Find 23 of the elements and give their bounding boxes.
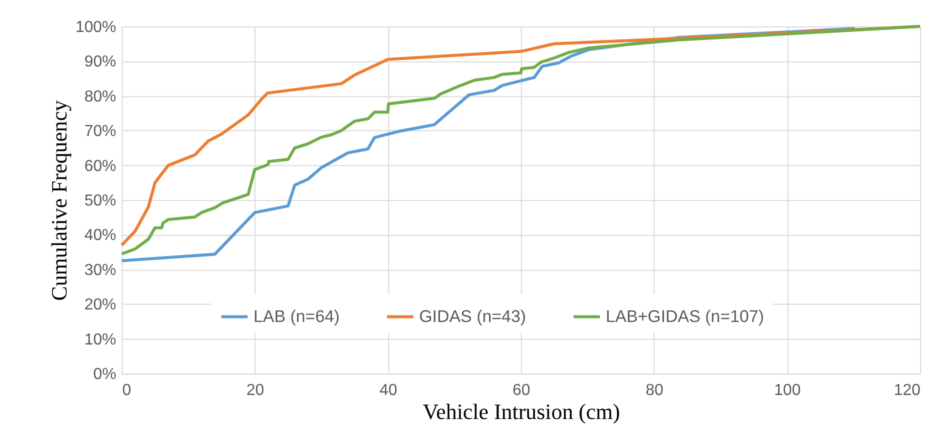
y-tick-label: 20% — [84, 296, 116, 314]
legend-label: LAB+GIDAS (n=107) — [606, 306, 764, 326]
y-tick-label: 30% — [84, 262, 116, 279]
x-tick-label: 100 — [774, 382, 801, 400]
y-tick-label: 10% — [84, 331, 116, 348]
x-tick-label: 40 — [379, 382, 398, 400]
x-tick-label: 20 — [246, 382, 264, 400]
x-tick-label: 60 — [512, 382, 530, 400]
y-tick-label: 40% — [84, 227, 116, 244]
x-tick-label: 0 — [122, 382, 132, 400]
y-axis-title: Cumulative Frequency — [46, 100, 72, 301]
y-tick-label: 80% — [84, 88, 116, 106]
legend-label: GIDAS (n=43) — [419, 306, 526, 326]
y-tick-label: 70% — [84, 123, 116, 140]
y-tick-label: 100% — [75, 18, 116, 36]
x-axis-title: Vehicle Intrusion (cm) — [422, 399, 620, 424]
y-tick-label: 90% — [84, 54, 116, 71]
legend-label: LAB (n=64) — [253, 306, 340, 326]
y-tick-label: 60% — [84, 158, 116, 175]
y-tick-label: 50% — [84, 192, 116, 210]
y-tick-label: 0% — [93, 366, 116, 384]
x-tick-label: 80 — [646, 382, 664, 400]
x-tick-label: 120 — [894, 382, 921, 400]
